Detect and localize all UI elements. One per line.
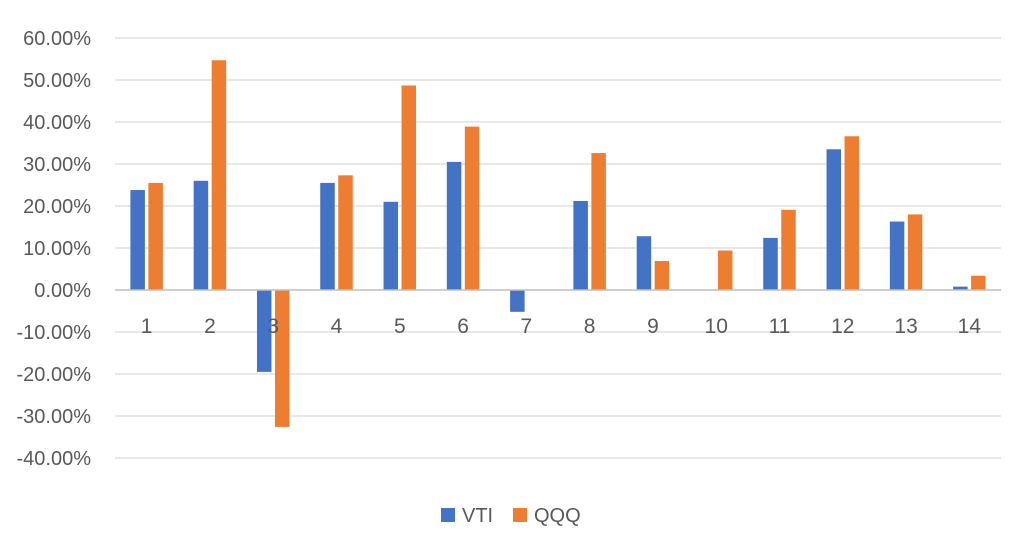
y-tick-label: -20.00% xyxy=(17,364,92,386)
x-tick-label: 2 xyxy=(204,315,216,338)
bar-qqq-1 xyxy=(148,182,163,290)
legend: VTI QQQ xyxy=(441,505,581,527)
bars xyxy=(130,60,986,427)
legend-label-qqq: QQQ xyxy=(534,505,581,527)
bar-qqq-5 xyxy=(401,85,417,291)
x-tick-label: 6 xyxy=(457,315,469,338)
x-axis-tick-labels: 1 2 3 4 5 6 7 8 9 10 11 12 13 14 xyxy=(141,315,982,338)
x-tick-label: 14 xyxy=(958,315,982,338)
bar-vti-4 xyxy=(320,182,335,290)
y-tick-label: 50.00% xyxy=(23,70,91,92)
bar-vti-9 xyxy=(636,236,652,290)
bar-qqq-12 xyxy=(844,136,860,290)
x-tick-label: 1 xyxy=(141,315,153,338)
bar-vti-5 xyxy=(383,201,399,290)
bar-vti-14 xyxy=(953,286,968,290)
legend-swatch-vti xyxy=(441,508,455,522)
y-tick-label: 60.00% xyxy=(23,28,91,50)
bar-vti-1 xyxy=(130,190,145,290)
y-tick-label: 10.00% xyxy=(23,238,91,260)
y-tick-label: 40.00% xyxy=(23,112,91,134)
bar-vti-8 xyxy=(573,200,588,290)
y-tick-label: 30.00% xyxy=(23,154,91,176)
bar-vti-13 xyxy=(889,221,905,290)
x-tick-label: 13 xyxy=(894,315,917,338)
bar-qqq-11 xyxy=(781,209,796,290)
x-tick-label: 7 xyxy=(521,315,533,338)
x-tick-label: 4 xyxy=(331,315,343,338)
bar-qqq-4 xyxy=(338,175,353,290)
bar-vti-11 xyxy=(763,237,778,290)
x-tick-label: 3 xyxy=(267,315,279,338)
y-tick-label: -40.00% xyxy=(17,448,92,470)
y-tick-label: -30.00% xyxy=(17,406,92,428)
bar-vti-12 xyxy=(826,149,842,290)
bar-vti-6 xyxy=(446,161,462,290)
bar-qqq-14 xyxy=(971,275,986,290)
x-tick-label: 8 xyxy=(584,315,596,338)
y-tick-label: -10.00% xyxy=(17,322,92,344)
bar-qqq-13 xyxy=(907,214,923,290)
legend-label-vti: VTI xyxy=(462,505,493,527)
y-axis-tick-labels: 60.00% 50.00% 40.00% 30.00% 20.00% 10.00% 0.00… xyxy=(17,28,92,470)
bar-qqq-9 xyxy=(654,261,670,290)
bar-qqq-6 xyxy=(464,126,480,291)
bar-vti-2 xyxy=(193,180,209,290)
legend-swatch-qqq xyxy=(513,508,527,522)
gridlines xyxy=(115,37,1001,459)
bar-vti-7 xyxy=(510,290,525,312)
x-tick-label: 10 xyxy=(705,315,728,338)
x-tick-label: 5 xyxy=(394,315,406,338)
bar-qqq-3 xyxy=(274,290,290,427)
x-tick-label: 11 xyxy=(769,315,791,338)
bar-qqq-2 xyxy=(211,60,227,291)
bar-qqq-8 xyxy=(591,153,606,290)
x-tick-label: 9 xyxy=(647,315,659,338)
y-tick-label: 0.00% xyxy=(34,280,91,302)
bar-vti-3 xyxy=(256,290,272,372)
x-tick-label: 12 xyxy=(831,315,854,338)
y-tick-label: 20.00% xyxy=(23,196,91,218)
bar-qqq-10 xyxy=(717,250,733,290)
